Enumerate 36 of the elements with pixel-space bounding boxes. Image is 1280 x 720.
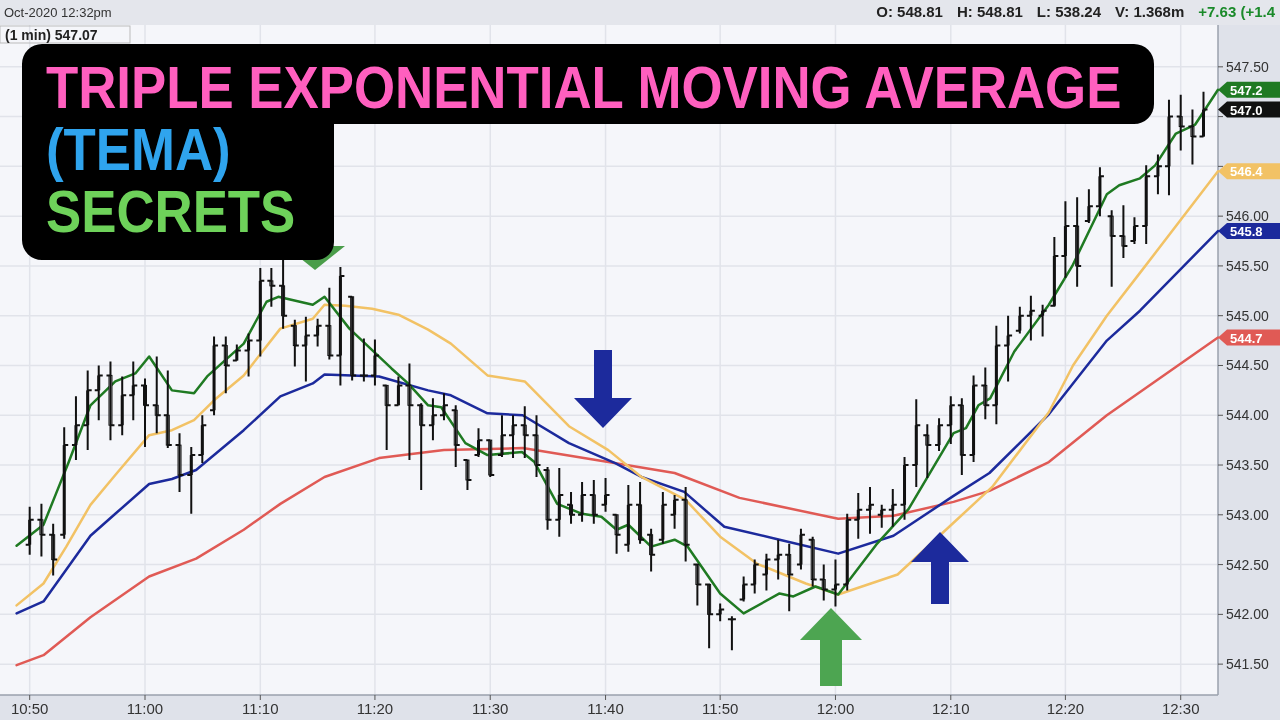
text: 545.8 bbox=[1230, 224, 1263, 240]
text: TRIPLE EXPONENTIAL MOVING AVERAGE (TEMA) SECRETS bbox=[46, 53, 1122, 245]
text: 544.7 bbox=[1230, 330, 1263, 346]
annotation: (1 min) 547.07 bbox=[5, 27, 98, 43]
text: L: 538.24 bbox=[1036, 3, 1102, 20]
x-tick-label: 11:50 bbox=[701, 700, 739, 717]
text: +7.63 (+1.4 bbox=[1198, 3, 1276, 20]
y-tick-label: 542.00 bbox=[1226, 606, 1270, 623]
y-tick-label: 541.50 bbox=[1226, 656, 1270, 673]
x-tick-label: 11:40 bbox=[587, 700, 624, 717]
y-tick-label: 543.00 bbox=[1226, 506, 1270, 523]
text: V: 1.368m bbox=[1115, 3, 1185, 20]
x-tick-label: 11:00 bbox=[126, 700, 164, 717]
y-tick-label: 544.50 bbox=[1226, 357, 1270, 374]
text: O: 548.81 bbox=[876, 3, 943, 20]
y-tick-label: 542.50 bbox=[1226, 556, 1270, 573]
x-tick-label: 12:20 bbox=[1046, 700, 1085, 717]
y-tick-label: 544.00 bbox=[1226, 407, 1270, 424]
x-tick-label: 12:30 bbox=[1161, 700, 1200, 717]
x-tick-label: 12:00 bbox=[816, 700, 855, 717]
text: 547.2 bbox=[1230, 82, 1263, 98]
text: H: 548.81 bbox=[956, 3, 1023, 20]
x-tick-label: 11:10 bbox=[242, 700, 279, 717]
x-tick-label: 10:50 bbox=[10, 700, 49, 717]
line-series bbox=[15, 336, 1220, 667]
text: 547.0 bbox=[1230, 102, 1263, 118]
y-tick-label: 545.50 bbox=[1226, 257, 1270, 274]
y-tick-label: 543.50 bbox=[1226, 457, 1270, 474]
y-tick-label: 546.00 bbox=[1226, 208, 1270, 225]
y-tick-label: 547.50 bbox=[1226, 58, 1270, 75]
x-tick-label: 11:20 bbox=[356, 700, 394, 717]
text: Oct-2020 12:32pm bbox=[4, 5, 112, 20]
text: 546.4 bbox=[1230, 164, 1264, 180]
x-tick-label: 11:30 bbox=[472, 700, 509, 717]
y-tick-label: 545.00 bbox=[1226, 307, 1270, 324]
x-tick-label: 12:10 bbox=[932, 700, 970, 717]
